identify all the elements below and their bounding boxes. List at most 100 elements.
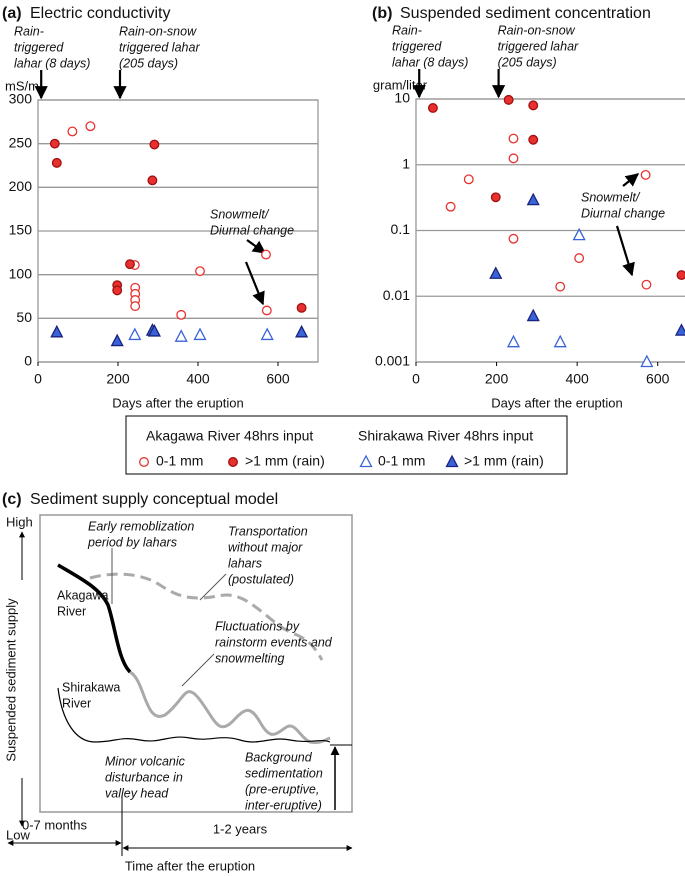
annotation: Rain-on-snow xyxy=(119,24,197,38)
period-label: 1-2 years xyxy=(213,821,268,836)
data-point xyxy=(508,233,519,244)
diagram: (c) Sediment supply conceptual model Hig… xyxy=(2,491,353,873)
x-tick-label: 400 xyxy=(186,371,210,387)
diagram-label: rainstorm events and xyxy=(215,635,333,649)
diagram-label: River xyxy=(62,696,91,710)
x-axis-label: Days after the eruption xyxy=(491,395,623,410)
data-point xyxy=(195,266,205,277)
data-point xyxy=(641,279,652,290)
annotation: Snowmelt/ xyxy=(581,190,641,204)
data-point xyxy=(50,324,64,338)
y-axis-label: Suspended sediment supply xyxy=(3,598,18,762)
panel-label: (a) xyxy=(2,5,22,22)
annotation: triggered xyxy=(392,39,442,53)
diagram-frame xyxy=(39,514,353,813)
data-point xyxy=(572,227,586,241)
y-tick-label: 300 xyxy=(9,91,33,107)
postulated-curve xyxy=(89,572,324,661)
diagram-label: Early remoblization xyxy=(88,519,194,533)
legend-frame xyxy=(125,415,568,475)
diagram-label: (postulated) xyxy=(228,572,294,586)
shirakawa-curve xyxy=(57,687,331,743)
data-point xyxy=(67,126,78,137)
data-point xyxy=(112,285,123,296)
annotation: (205 days) xyxy=(498,55,557,69)
data-point xyxy=(261,249,271,260)
data-point xyxy=(295,324,309,338)
diagram-label: (pre-eruptive, xyxy=(245,782,319,796)
diagram-label: lahars xyxy=(228,556,262,570)
y-tick-label: 0.1 xyxy=(391,221,411,237)
legend-label: 0-1 mm xyxy=(156,453,203,469)
data-point xyxy=(555,281,566,292)
data-point xyxy=(260,327,274,341)
diagram-label: Minor volcanic xyxy=(105,754,186,768)
fluctuation-curve xyxy=(129,670,331,744)
data-point xyxy=(503,94,514,105)
data-point xyxy=(508,133,519,144)
data-point xyxy=(490,192,501,203)
data-point xyxy=(128,327,142,341)
data-point xyxy=(176,309,187,320)
leader-line xyxy=(181,653,215,687)
annotation: lahar (8 days) xyxy=(392,55,468,69)
y-tick-label: 150 xyxy=(9,222,33,238)
data-point xyxy=(85,121,96,132)
diagram-label: River xyxy=(57,604,86,618)
legend-marker xyxy=(445,454,459,468)
leader-line xyxy=(199,573,227,601)
legend-marker xyxy=(228,457,238,467)
diagram-label: Shirakawa xyxy=(62,680,120,694)
annotation: Snowmelt/ xyxy=(210,207,270,221)
annotation: triggered lahar xyxy=(498,39,579,53)
data-point xyxy=(147,324,161,337)
panel-label: (c) xyxy=(2,491,22,508)
data-point xyxy=(147,175,158,186)
annotation-arrow xyxy=(246,239,267,254)
diagram-label: Fluctuations by xyxy=(215,619,300,633)
annotation: (205 days) xyxy=(119,56,178,70)
data-point xyxy=(640,354,654,368)
data-point xyxy=(49,138,60,149)
plot-frame xyxy=(415,98,685,363)
akagawa-curve xyxy=(57,563,132,674)
y-axis-label: mS/m xyxy=(5,78,39,93)
chart-title: Electric conductivity xyxy=(30,5,171,22)
diagram-label: Background xyxy=(245,750,313,764)
y-tick-label: 0.01 xyxy=(383,287,410,303)
diagram-label: Transportation xyxy=(228,524,308,538)
diagram-label: without major xyxy=(228,540,303,554)
diagram-title: Sediment supply conceptual model xyxy=(30,491,278,508)
annotation: Rain- xyxy=(392,23,422,37)
data-point xyxy=(508,153,519,164)
diagram-label: period by lahars xyxy=(87,535,177,549)
y-tick-label: 200 xyxy=(9,178,33,194)
y-tick-label: 0 xyxy=(24,353,32,369)
diagram-label: inter-eruptive) xyxy=(245,798,322,812)
diagram-label: disturbance in xyxy=(105,770,183,784)
x-tick-label: 200 xyxy=(485,371,509,387)
legend-label: >1 mm (rain) xyxy=(245,453,325,469)
data-point xyxy=(506,334,521,348)
x-tick-label: 600 xyxy=(646,371,670,387)
annotation: Rain- xyxy=(14,24,44,38)
legend-label: 0-1 mm xyxy=(378,453,425,469)
data-point xyxy=(427,103,438,113)
x-tick-label: 0 xyxy=(412,371,420,387)
diagram-label: snowmelting xyxy=(215,651,285,665)
legend-group: Shirakawa River 48hrs input xyxy=(358,428,533,444)
annotation: triggered lahar xyxy=(119,40,200,54)
data-point xyxy=(526,308,540,322)
x-tick-label: 0 xyxy=(34,371,42,387)
y-tick-label: 100 xyxy=(9,265,33,281)
chart-title: Suspended sediment concentration xyxy=(400,5,651,22)
high-label: High xyxy=(6,514,33,529)
y-tick-label: 50 xyxy=(16,309,32,325)
data-point xyxy=(130,301,141,312)
legend-group: Akagawa River 48hrs input xyxy=(146,428,313,444)
annotation: Diurnal change xyxy=(581,206,665,220)
annotation: triggered xyxy=(14,40,64,54)
panel-label: (b) xyxy=(372,5,392,22)
data-point xyxy=(640,169,651,180)
